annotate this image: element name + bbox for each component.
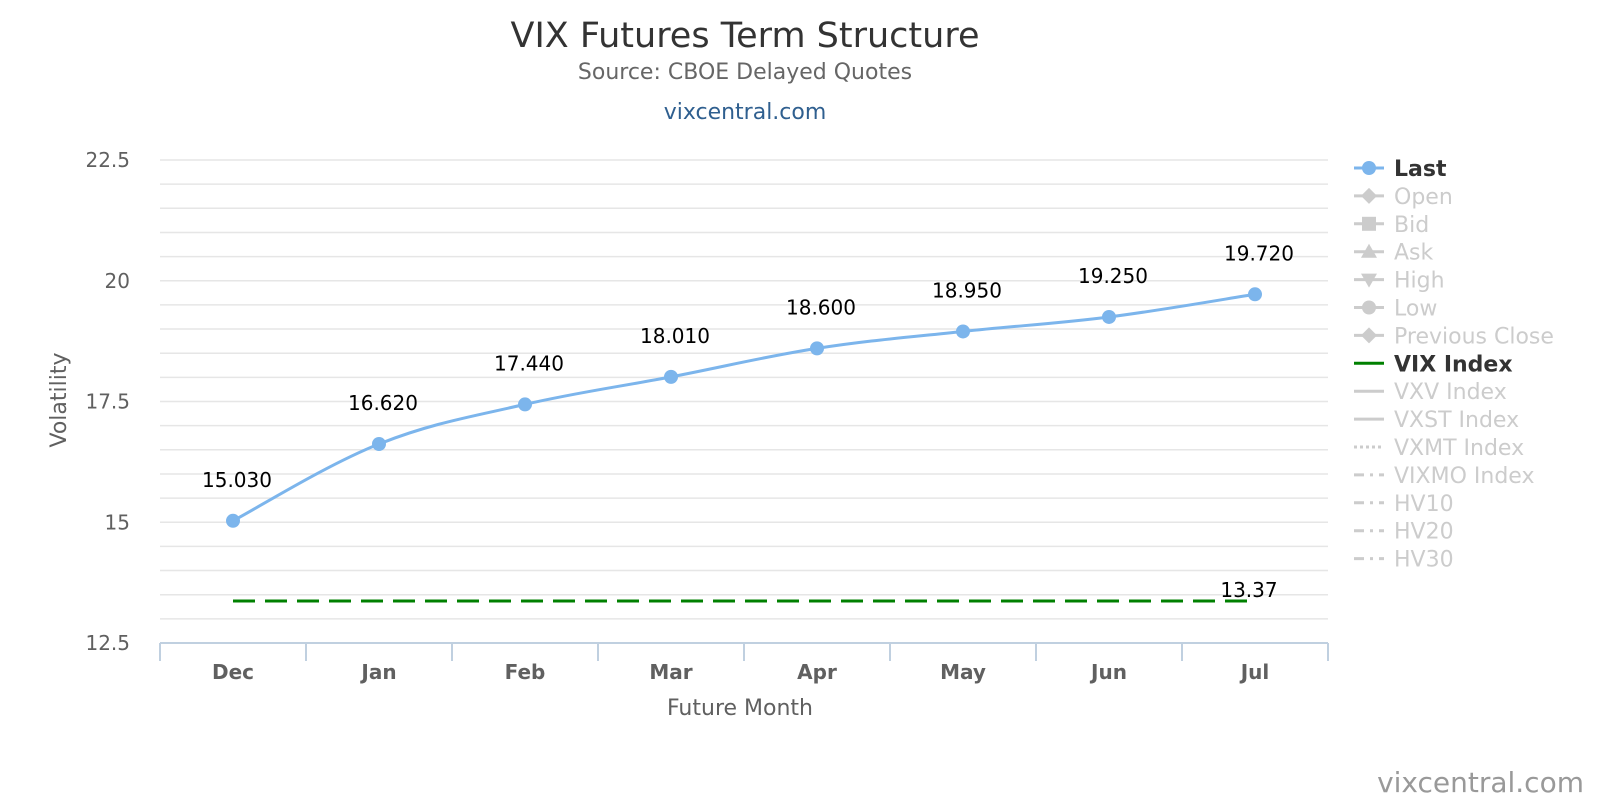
data-label: 19.720 [1224, 241, 1294, 265]
data-label: 18.950 [932, 278, 1002, 302]
legend-diamond-symbol [1361, 187, 1377, 204]
x-tick-label: Jan [359, 660, 396, 684]
legend-item-previous-close[interactable]: Previous Close [1354, 324, 1554, 349]
last-point[interactable] [956, 324, 970, 339]
legend-triangle-down-symbol [1361, 273, 1377, 288]
data-label: 15.030 [202, 468, 272, 492]
legend-label: Open [1394, 185, 1453, 210]
legend-item-vixmo-index[interactable]: VIXMO Index [1354, 464, 1534, 489]
legend-item-bid[interactable]: Bid [1354, 213, 1429, 238]
legend-label: VIX Index [1394, 352, 1513, 377]
legend-circle-symbol [1362, 161, 1376, 175]
grid-lines [160, 159, 1328, 644]
legend-label: High [1394, 269, 1445, 294]
y-tick-label: 22.5 [85, 148, 130, 172]
x-tick-label: Dec [212, 660, 254, 684]
data-label: 17.440 [494, 351, 564, 375]
x-tick-label: Mar [649, 660, 692, 684]
last-series-line[interactable] [232, 292, 1256, 523]
legend-circle-symbol [1362, 300, 1376, 315]
y-axis-title: Volatility [47, 352, 72, 447]
y-tick-label: 20 [105, 269, 130, 293]
credit-text[interactable]: vixcentral.com [1377, 766, 1584, 799]
last-point[interactable] [518, 397, 532, 412]
legend-triangle-symbol [1361, 243, 1377, 258]
legend-label: HV30 [1394, 548, 1454, 573]
legend-item-ask[interactable]: Ask [1354, 241, 1434, 266]
legend-item-low[interactable]: Low [1354, 297, 1437, 322]
legend-item-high[interactable]: High [1354, 269, 1445, 294]
x-tick-label: Jun [1089, 660, 1127, 684]
y-tick-label: 17.5 [85, 390, 130, 414]
data-label: 16.620 [348, 391, 418, 415]
legend-label: VXMT Index [1394, 436, 1524, 461]
legend-item-open[interactable]: Open [1354, 185, 1453, 210]
legend-item-hv30[interactable]: HV30 [1354, 548, 1454, 573]
legend-label: Low [1394, 297, 1437, 322]
x-axis: Dec Jan Feb Mar Apr May Jun Jul [159, 642, 1329, 684]
legend-item-last[interactable]: Last [1354, 157, 1447, 182]
last-point[interactable] [372, 437, 386, 452]
y-tick-label: 12.5 [85, 631, 130, 655]
x-tick-label: Jul [1239, 660, 1270, 684]
legend-label: HV20 [1394, 520, 1454, 545]
vix-index-label: 13.37 [1220, 578, 1277, 602]
x-axis-title: Future Month [667, 696, 813, 721]
data-labels: 15.030 16.620 17.440 18.010 18.600 18.950 19.2… [202, 241, 1294, 602]
legend-item-vxst-index[interactable]: VXST Index [1354, 408, 1519, 433]
data-label: 18.010 [640, 324, 710, 348]
legend-square-symbol [1362, 216, 1376, 231]
legend-label: Ask [1394, 241, 1434, 266]
x-tick-label: Feb [505, 660, 546, 684]
last-point[interactable] [1248, 287, 1262, 302]
x-tick-label: May [940, 660, 986, 684]
legend-label: VIXMO Index [1394, 464, 1534, 489]
legend-item-vix-index[interactable]: VIX Index [1354, 352, 1513, 377]
x-tick-label: Apr [797, 660, 837, 684]
data-label: 18.600 [786, 295, 856, 319]
legend-label: Last [1394, 157, 1447, 182]
y-axis-ticks: 12.5 15 17.5 20 22.5 [85, 148, 130, 655]
data-label: 19.250 [1078, 264, 1148, 288]
legend-item-vxmt-index[interactable]: VXMT Index [1354, 436, 1524, 461]
series-last [226, 287, 1262, 528]
legend-item-hv20[interactable]: HV20 [1354, 520, 1454, 545]
chart-subtitle: Source: CBOE Delayed Quotes [578, 60, 912, 85]
legend-label: Previous Close [1394, 324, 1554, 349]
last-point[interactable] [810, 341, 824, 356]
legend-label: Bid [1394, 213, 1429, 238]
vixcentral-link[interactable]: vixcentral.com [664, 100, 827, 125]
legend-label: HV10 [1394, 492, 1454, 517]
last-point[interactable] [1102, 309, 1116, 324]
legend-diamond-symbol [1361, 327, 1377, 344]
last-point[interactable] [664, 369, 678, 384]
y-tick-label: 15 [105, 510, 130, 534]
chart-title: VIX Futures Term Structure [511, 16, 980, 56]
legend-item-vxv-index[interactable]: VXV Index [1354, 380, 1507, 405]
legend-item-hv10[interactable]: HV10 [1354, 492, 1454, 517]
legend-label: VXV Index [1394, 380, 1507, 405]
legend-label: VXST Index [1394, 408, 1519, 433]
last-point[interactable] [226, 513, 240, 528]
